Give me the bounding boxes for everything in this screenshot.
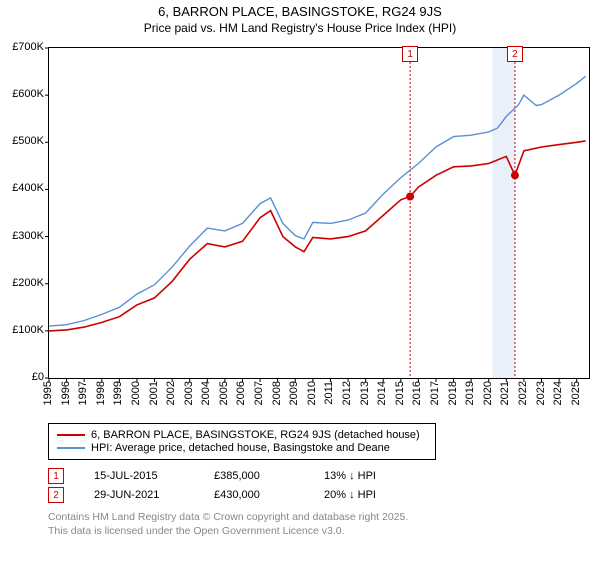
footer-line: Contains HM Land Registry data © Crown c… <box>48 511 600 525</box>
y-tick-label: £400K <box>0 182 44 194</box>
x-tick-label: 2000 <box>130 381 142 405</box>
sale-num-box: 1 <box>48 468 64 484</box>
footer: Contains HM Land Registry data © Crown c… <box>48 511 600 538</box>
y-tick-label: £0 <box>0 371 44 383</box>
x-tick-label: 1998 <box>95 381 107 405</box>
legend: 6, BARRON PLACE, BASINGSTOKE, RG24 9JS (… <box>48 423 436 460</box>
x-tick-label: 2005 <box>218 381 230 405</box>
chart-svg <box>49 48 589 378</box>
sale-diff: 20% ↓ HPI <box>324 489 376 501</box>
x-tick-label: 2001 <box>148 381 160 405</box>
x-tick-label: 2006 <box>235 381 247 405</box>
chart-title: 6, BARRON PLACE, BASINGSTOKE, RG24 9JS <box>0 4 600 19</box>
chart-subtitle: Price paid vs. HM Land Registry's House … <box>0 21 600 35</box>
x-tick-label: 2012 <box>341 381 353 405</box>
x-tick-label: 1997 <box>77 381 89 405</box>
y-tick-label: £700K <box>0 41 44 53</box>
legend-label: HPI: Average price, detached house, Basi… <box>91 442 390 454</box>
legend-item: 6, BARRON PLACE, BASINGSTOKE, RG24 9JS (… <box>57 429 427 441</box>
legend-item: HPI: Average price, detached house, Basi… <box>57 442 427 454</box>
x-tick-label: 2011 <box>323 381 335 405</box>
x-tick-label: 2019 <box>464 381 476 405</box>
x-tick-label: 1995 <box>42 381 54 405</box>
x-tick-label: 2023 <box>535 381 547 405</box>
y-tick-label: £500K <box>0 135 44 147</box>
plot-area: 12 <box>48 47 590 379</box>
x-tick-label: 2016 <box>411 381 423 405</box>
x-tick-label: 2010 <box>306 381 318 405</box>
y-tick-label: £100K <box>0 324 44 336</box>
x-tick-label: 2013 <box>359 381 371 405</box>
x-tick-label: 2004 <box>200 381 212 405</box>
y-tick-label: £300K <box>0 230 44 242</box>
x-tick-label: 2002 <box>165 381 177 405</box>
chart-area: £0£100K£200K£300K£400K£500K£600K£700K 12… <box>0 39 600 419</box>
sale-row: 1 15-JUL-2015 £385,000 13% ↓ HPI <box>48 468 600 484</box>
sale-price: £385,000 <box>214 470 294 482</box>
sale-marker-2: 2 <box>507 46 523 62</box>
x-tick-label: 2024 <box>552 381 564 405</box>
sale-row: 2 29-JUN-2021 £430,000 20% ↓ HPI <box>48 487 600 503</box>
sale-date: 15-JUL-2015 <box>94 470 184 482</box>
x-tick-label: 2025 <box>570 381 582 405</box>
y-tick-label: £600K <box>0 88 44 100</box>
chart-container: 6, BARRON PLACE, BASINGSTOKE, RG24 9JS P… <box>0 4 600 564</box>
sales-table: 1 15-JUL-2015 £385,000 13% ↓ HPI 2 29-JU… <box>48 468 600 503</box>
x-tick-label: 2022 <box>517 381 529 405</box>
x-tick-label: 2015 <box>394 381 406 405</box>
x-tick-label: 2021 <box>499 381 511 405</box>
legend-swatch <box>57 447 85 449</box>
y-tick-label: £200K <box>0 277 44 289</box>
x-tick-label: 2018 <box>447 381 459 405</box>
sale-num-box: 2 <box>48 487 64 503</box>
x-tick-label: 2020 <box>482 381 494 405</box>
x-tick-label: 2008 <box>271 381 283 405</box>
x-tick-label: 1999 <box>112 381 124 405</box>
footer-line: This data is licensed under the Open Gov… <box>48 525 600 539</box>
sale-diff: 13% ↓ HPI <box>324 470 376 482</box>
sale-marker-1: 1 <box>402 46 418 62</box>
sale-price: £430,000 <box>214 489 294 501</box>
x-tick-label: 2014 <box>376 381 388 405</box>
sale-date: 29-JUN-2021 <box>94 489 184 501</box>
legend-label: 6, BARRON PLACE, BASINGSTOKE, RG24 9JS (… <box>91 429 420 441</box>
x-tick-label: 2003 <box>183 381 195 405</box>
legend-swatch <box>57 434 85 436</box>
x-tick-label: 2009 <box>288 381 300 405</box>
x-tick-label: 2007 <box>253 381 265 405</box>
x-tick-label: 2017 <box>429 381 441 405</box>
x-tick-label: 1996 <box>60 381 72 405</box>
